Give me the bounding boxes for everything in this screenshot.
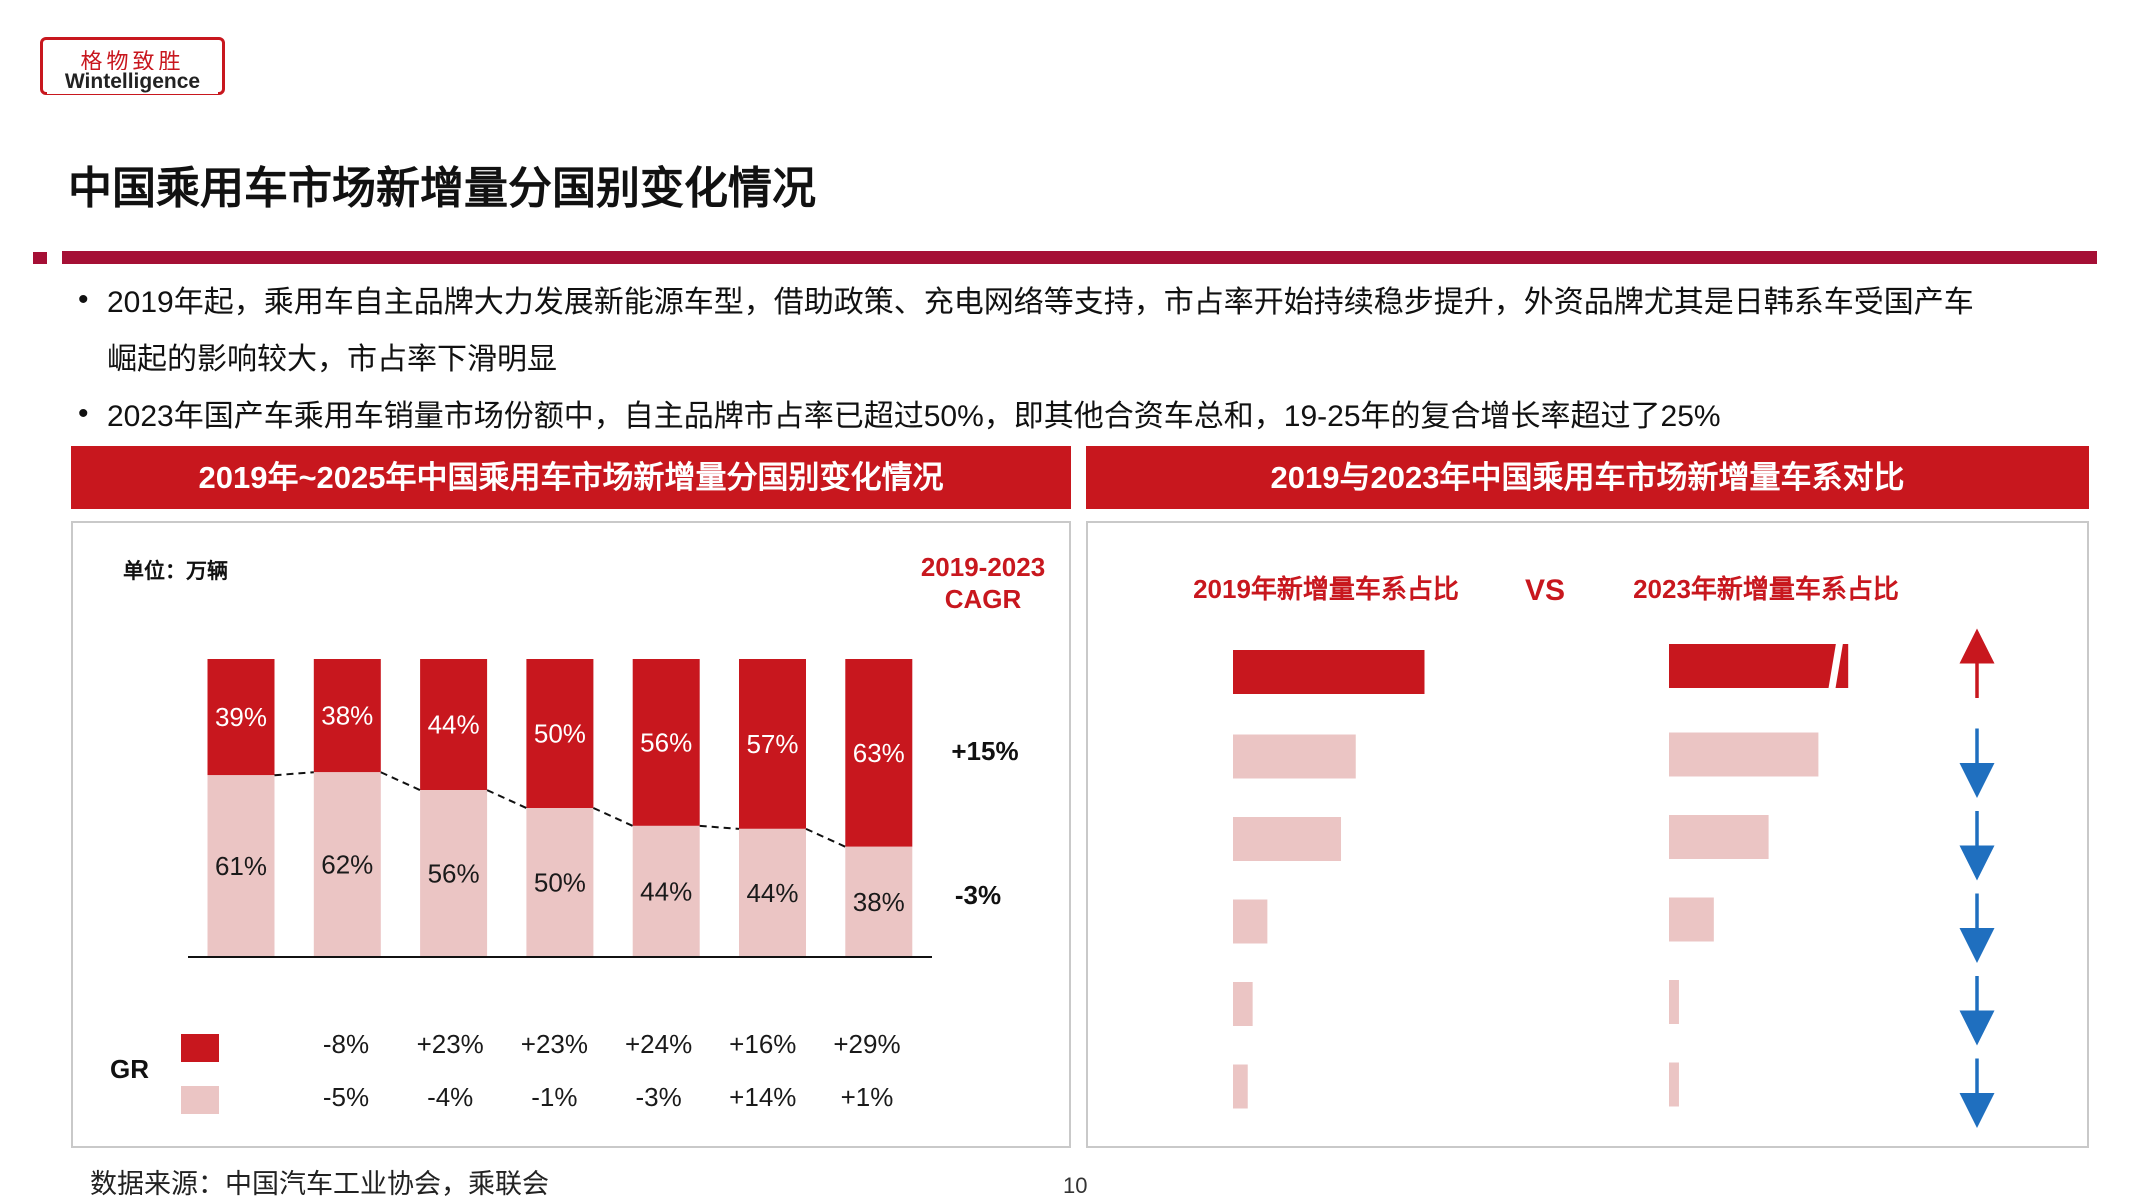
axis-break-mark	[1828, 642, 1844, 690]
bar-light-segment	[739, 828, 806, 957]
brand-logo: 格物致胜 Wintelligence	[40, 37, 225, 95]
data-source: 数据来源：中国汽车工业协会，乘联会	[90, 1169, 549, 1199]
bar-dark-segment	[420, 659, 488, 791]
gr-value: -1%	[531, 1082, 577, 1112]
gr-label: GR	[110, 1054, 149, 1084]
gr-value: +14%	[729, 1082, 796, 1112]
connector-line	[699, 824, 740, 830]
cagr-title-line-2: CAGR	[945, 584, 1022, 614]
bar-2019	[1233, 650, 1425, 694]
title-divider	[62, 251, 2097, 264]
bar-2023	[1669, 815, 1769, 859]
gr-value: +16%	[729, 1029, 796, 1059]
bar-dark-segment	[739, 659, 806, 829]
bar-2023	[1669, 1062, 1679, 1107]
bar-light-label: 44%	[746, 878, 798, 908]
bar-2019	[1233, 899, 1268, 944]
gr-value: -3%	[635, 1082, 681, 1112]
gr-value: +29%	[833, 1029, 900, 1059]
stacked-bars: 39% 61% 38% 62% 44% 56% 50% 50% 56% 44% 57% 44% 63% 3…	[207, 659, 913, 957]
gr-values: -8% +23% +23% +24% +16% +29% -5% -4% -1% -3% +14% +…	[323, 1029, 901, 1112]
page-number: 10	[1063, 1173, 1088, 1198]
title-accent-square	[33, 252, 47, 264]
gr-legend-dark	[181, 1034, 219, 1062]
bar-light-segment	[632, 825, 700, 957]
gr-value: +1%	[841, 1082, 894, 1112]
bar-dark-label: 39%	[215, 702, 267, 732]
bar-2019	[1233, 734, 1356, 779]
bar-2023	[1669, 732, 1819, 777]
bar-light-segment	[845, 846, 913, 957]
logo-english-text: Wintelligence	[47, 70, 218, 94]
bar-dark-segment	[526, 659, 594, 808]
bar-light-label: 50%	[534, 868, 586, 898]
bar-dark-label: 44%	[428, 710, 480, 740]
gr-legend-light	[181, 1086, 219, 1114]
bar-light-label: 61%	[215, 851, 267, 881]
cagr-dark-value: +15%	[951, 736, 1018, 766]
bar-dark-segment	[313, 659, 381, 773]
gr-value: +23%	[417, 1029, 484, 1059]
bar-dark-segment	[845, 659, 913, 847]
bar-2019	[1233, 982, 1253, 1026]
bar-light-label: 62%	[321, 850, 373, 880]
bar-dark-label: 38%	[321, 701, 373, 731]
bar-dark-label: 57%	[746, 729, 798, 759]
bar-light-label: 44%	[640, 876, 692, 906]
bar-light-segment	[313, 772, 381, 957]
bar-light-segment	[207, 775, 275, 957]
bar-light-label: 38%	[853, 887, 905, 917]
bar-dark-segment	[632, 659, 700, 826]
bullet-marker: •	[78, 397, 89, 430]
connector-line	[274, 771, 314, 777]
bar-2023	[1669, 980, 1679, 1024]
bar-2019	[1233, 817, 1342, 861]
gr-value: -4%	[427, 1082, 473, 1112]
unit-label: 单位：万辆	[123, 559, 228, 583]
bullet-2-line-1: 2023年国产车乘用车销量市场份额中，自主品牌市占率已超过50%，即其他合资车总…	[107, 400, 1721, 433]
gr-value: +23%	[521, 1029, 588, 1059]
bullet-1-line-1: 2019年起，乘用车自主品牌大力发展新能源车型，借助政策、充电网络等支持，市占率…	[107, 286, 1974, 319]
vs-label: VS	[1525, 574, 1565, 607]
bar-dark-label: 63%	[853, 738, 905, 768]
bar-light-segment	[420, 790, 488, 957]
gr-value: +24%	[625, 1029, 692, 1059]
bar-light-segment	[526, 808, 594, 957]
bar-light-label: 56%	[428, 859, 480, 889]
page-title: 中国乘用车市场新增量分国别变化情况	[68, 164, 816, 213]
cagr-light-value: -3%	[955, 880, 1001, 910]
bullet-1-line-2: 崛起的影响较大，市占率下滑明显	[107, 343, 557, 376]
bar-dark-label: 50%	[534, 719, 586, 749]
bar-2023	[1669, 897, 1714, 942]
bar-2019	[1233, 1064, 1248, 1109]
cagr-title-line-1: 2019-2023	[921, 552, 1045, 582]
right-compare-title: 2023年新增量车系占比	[1633, 574, 1899, 604]
gr-value: -5%	[323, 1082, 369, 1112]
bar-dark-segment	[207, 659, 275, 776]
bar-dark-label: 56%	[640, 727, 692, 757]
bar-2023	[1669, 644, 1849, 688]
gr-value: -8%	[323, 1029, 369, 1059]
left-panel-header: 2019年~2025年中国乘用车市场新增量分国别变化情况	[71, 446, 1071, 509]
left-compare-title: 2019年新增量车系占比	[1193, 574, 1459, 604]
right-panel-header: 2019与2023年中国乘用车市场新增量车系对比	[1086, 446, 2089, 509]
bullet-marker: •	[78, 283, 89, 316]
horizontal-bars	[1233, 628, 1995, 1128]
